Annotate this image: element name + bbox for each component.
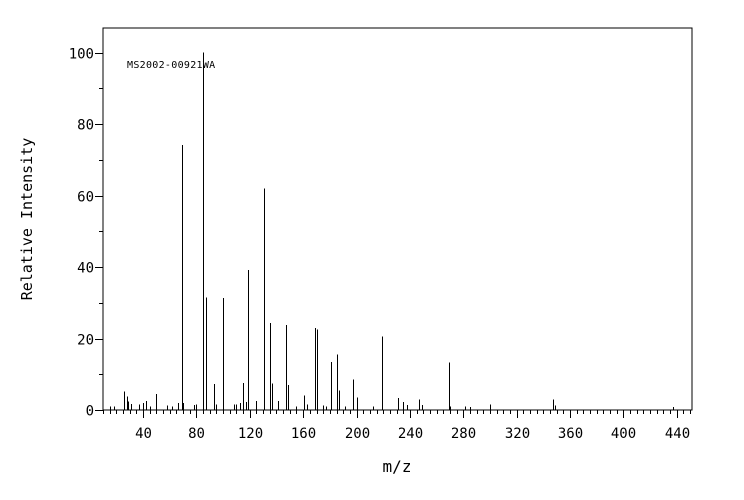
y-axis-label: Relative Intensity: [18, 138, 36, 301]
x-tick-label: 120: [238, 426, 263, 442]
y-tick-label: 40: [77, 261, 94, 277]
x-tick-label: 40: [135, 426, 152, 442]
plot-frame: [102, 27, 693, 411]
spectrum-id-label: MS2002-00921WA: [127, 60, 216, 71]
x-tick-label: 200: [345, 426, 370, 442]
y-tick-label: 60: [77, 190, 94, 206]
x-tick-label: 240: [398, 426, 423, 442]
peaks: [110, 52, 674, 410]
x-tick-label: 80: [188, 426, 205, 442]
x-tick-label: 440: [665, 426, 690, 442]
x-tick-label: 320: [505, 426, 530, 442]
x-axis-ticks: 40 80 120 160 200 240 280 320 360 400 440: [103, 410, 691, 442]
y-tick-label: 20: [77, 333, 94, 349]
y-tick-label: 100: [69, 47, 94, 63]
x-tick-label: 160: [291, 426, 316, 442]
y-tick-label: 0: [86, 404, 94, 420]
x-tick-label: 360: [558, 426, 583, 442]
y-tick-label: 80: [77, 118, 94, 134]
x-tick-label: 400: [611, 426, 636, 442]
y-axis-ticks: 0 20 40 60 80 100: [69, 47, 103, 420]
x-tick-label: 280: [451, 426, 476, 442]
x-axis-label: m/z: [383, 457, 412, 476]
